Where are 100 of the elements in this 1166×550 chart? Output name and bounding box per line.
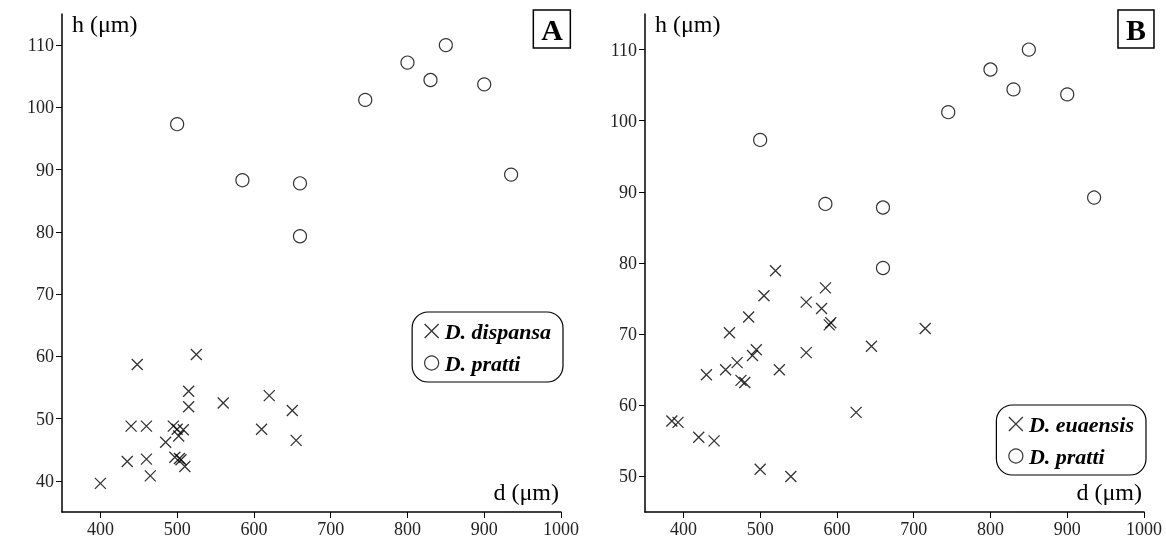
legend-label: D. pratti [1027,443,1106,469]
point [800,295,813,309]
x-tick-label: 600 [823,519,851,539]
point [140,419,153,433]
point [170,117,185,132]
point [757,289,771,302]
point [818,196,833,212]
point [750,343,763,356]
point [754,463,767,476]
point [286,404,299,417]
y-tick-label: 40 [36,470,54,491]
point [190,348,203,361]
x-tick-label: 500 [746,519,774,539]
point [865,340,878,353]
x-axis-title: d (μm) [493,479,559,505]
y-tick-label: 90 [619,181,637,202]
x-tick-label: 900 [1053,519,1081,539]
point [875,200,891,215]
x-axis-title: d (μm) [1076,479,1142,505]
point [504,167,519,182]
point [423,72,438,88]
y-tick-label: 80 [619,253,637,273]
point [124,419,138,433]
point [263,389,276,402]
y-tick-label: 50 [36,408,54,429]
point [140,452,153,466]
point [235,173,250,188]
x-tick-label: 1000 [543,519,579,539]
legend-label: D. dispansa [443,318,551,344]
y-tick-label: 100 [610,110,637,131]
point [919,322,932,335]
point [1087,190,1102,205]
x-tick-label: 400 [86,519,114,539]
point [707,434,721,448]
point [182,385,195,398]
point [290,434,303,447]
point [400,55,415,70]
y-tick-label: 60 [619,395,637,416]
y-axis-title: h (μm) [655,11,721,37]
point [438,38,453,53]
point [172,429,185,443]
point [255,423,268,436]
x-tick-label: 1000 [1126,519,1162,539]
y-tick-label: 110 [27,35,54,56]
point [168,451,181,464]
y-tick-label: 80 [36,221,54,242]
x-tick-label: 800 [976,519,1004,539]
x-tick-label: 700 [317,519,345,539]
point [177,423,190,436]
x-tick-label: 900 [470,519,498,539]
point [665,414,679,428]
point [292,176,308,191]
point [167,419,180,433]
point [849,406,863,419]
point [671,416,685,429]
y-tick-label: 60 [36,346,54,367]
point [769,264,782,277]
y-tick-label: 50 [619,466,637,487]
point [734,374,748,387]
point [182,400,195,413]
point [773,363,786,376]
point [742,310,755,324]
point [358,92,373,107]
point [159,436,172,449]
point [1006,82,1021,97]
point [753,132,768,148]
point [983,62,998,77]
point [1021,42,1036,57]
x-tick-label: 600 [240,519,268,539]
x-tick-label: 400 [669,519,697,539]
point [815,302,828,315]
point [121,455,134,468]
point [784,470,798,483]
point [738,376,751,389]
point [719,363,732,376]
legend-label: D. euaensis [1027,411,1134,437]
point [1060,87,1075,102]
point [692,431,705,444]
y-tick-label: 70 [619,324,637,345]
point [477,77,492,92]
point [131,358,144,371]
point [94,477,107,490]
point [171,423,184,436]
point [178,460,191,473]
point [723,326,736,339]
x-tick-label: 500 [163,519,191,539]
y-axis-title: h (μm) [72,11,138,37]
chart-title: A [541,12,564,46]
x-tick-label: 700 [900,519,928,539]
legend-label: D. pratti [443,350,522,376]
point [941,105,956,120]
point [746,349,759,362]
point [217,396,230,410]
point [292,229,308,244]
point [800,346,813,359]
y-tick-label: 110 [610,39,637,60]
point [144,469,157,483]
point [700,368,713,381]
x-tick-label: 800 [393,519,421,539]
point [730,356,744,369]
